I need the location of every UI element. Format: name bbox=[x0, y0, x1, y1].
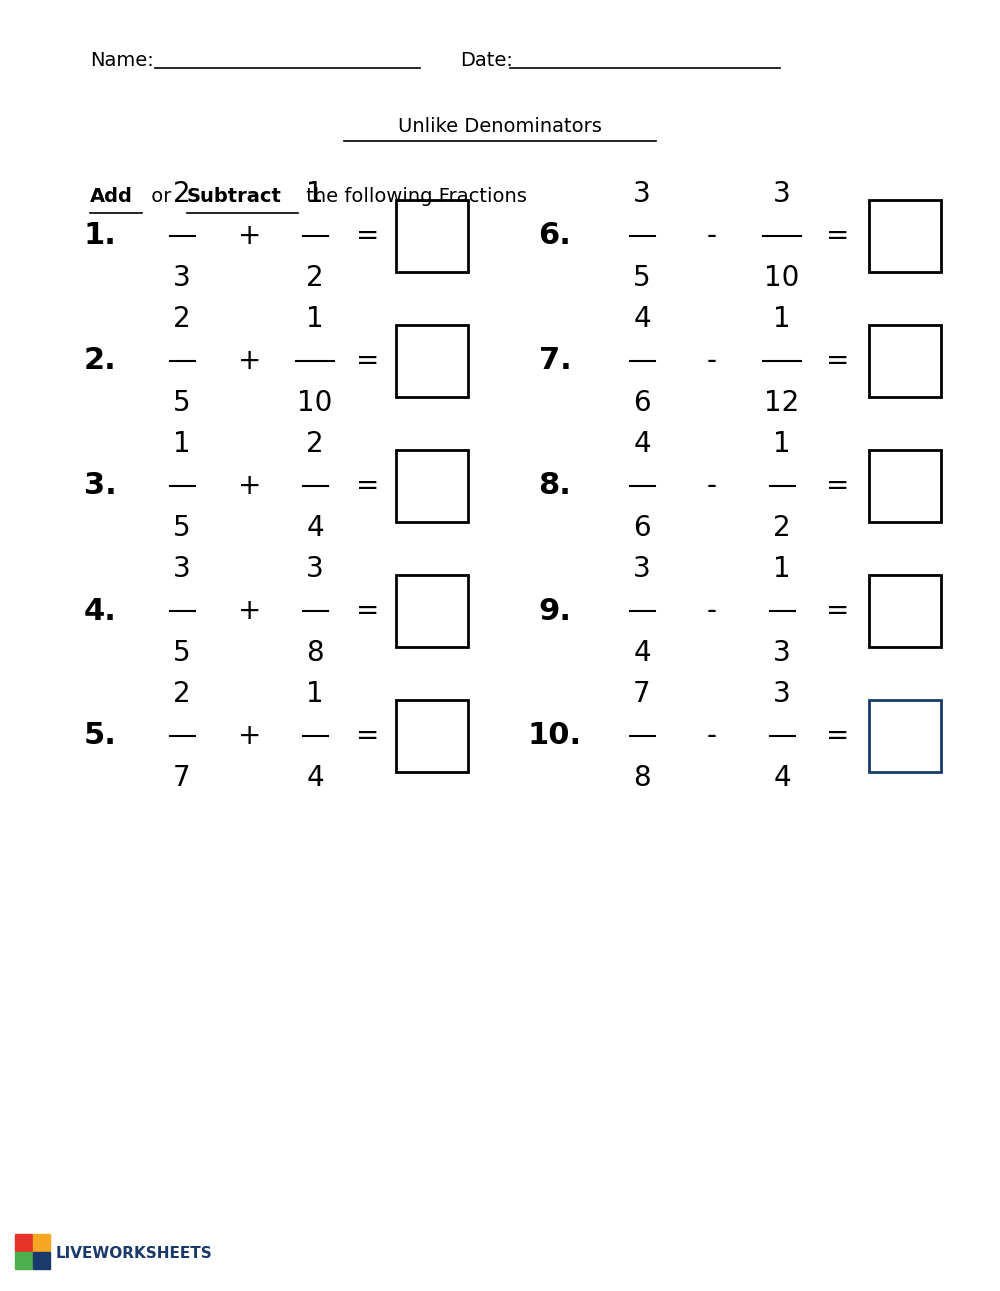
Text: -: - bbox=[707, 347, 717, 374]
Text: 2: 2 bbox=[306, 263, 324, 292]
Text: 2.: 2. bbox=[84, 346, 116, 376]
Text: =: = bbox=[826, 222, 850, 250]
Text: 6: 6 bbox=[633, 389, 651, 417]
Text: =: = bbox=[356, 222, 380, 250]
Bar bbox=[33, 1252, 50, 1269]
Text: =: = bbox=[826, 347, 850, 374]
Text: 5.: 5. bbox=[84, 722, 116, 750]
Text: Subtract: Subtract bbox=[187, 186, 282, 205]
Text: 9.: 9. bbox=[538, 596, 572, 626]
Text: 5: 5 bbox=[173, 639, 191, 667]
Text: 3: 3 bbox=[633, 179, 651, 208]
Text: =: = bbox=[826, 596, 850, 625]
FancyBboxPatch shape bbox=[396, 700, 468, 772]
Text: LIVEWORKSHEETS: LIVEWORKSHEETS bbox=[56, 1246, 213, 1261]
Text: 10.: 10. bbox=[528, 722, 582, 750]
Text: 7.: 7. bbox=[539, 346, 571, 376]
Text: 4: 4 bbox=[633, 430, 651, 458]
Text: +: + bbox=[238, 222, 262, 250]
Text: -: - bbox=[707, 473, 717, 500]
FancyBboxPatch shape bbox=[396, 200, 468, 272]
Text: 1: 1 bbox=[173, 430, 191, 458]
Text: Add: Add bbox=[90, 186, 133, 205]
Text: -: - bbox=[707, 222, 717, 250]
Text: 8: 8 bbox=[633, 764, 651, 791]
Text: 2: 2 bbox=[173, 680, 191, 707]
Text: =: = bbox=[826, 722, 850, 750]
Text: 1: 1 bbox=[773, 430, 791, 458]
Text: 7: 7 bbox=[173, 764, 191, 791]
Text: 2: 2 bbox=[773, 514, 791, 542]
Text: 4: 4 bbox=[773, 764, 791, 791]
Text: 1.: 1. bbox=[84, 222, 116, 250]
Text: 7: 7 bbox=[633, 680, 651, 707]
Text: =: = bbox=[356, 347, 380, 374]
Text: -: - bbox=[707, 596, 717, 625]
Text: Date:: Date: bbox=[460, 52, 513, 71]
Text: =: = bbox=[356, 596, 380, 625]
Text: 5: 5 bbox=[633, 263, 651, 292]
Text: 3: 3 bbox=[306, 555, 324, 584]
Text: 4: 4 bbox=[633, 639, 651, 667]
Bar bbox=[15, 1252, 32, 1269]
Text: 12: 12 bbox=[764, 389, 800, 417]
Text: +: + bbox=[238, 473, 262, 500]
Text: =: = bbox=[356, 473, 380, 500]
Text: 1: 1 bbox=[306, 305, 324, 333]
Text: or: or bbox=[145, 186, 178, 205]
Text: 6.: 6. bbox=[539, 222, 571, 250]
Text: 4: 4 bbox=[633, 305, 651, 333]
Text: 4.: 4. bbox=[84, 596, 116, 626]
Text: 3: 3 bbox=[173, 555, 191, 584]
FancyBboxPatch shape bbox=[869, 325, 941, 398]
Text: 10: 10 bbox=[297, 389, 333, 417]
Text: 1: 1 bbox=[773, 305, 791, 333]
Text: +: + bbox=[238, 347, 262, 374]
Text: 3: 3 bbox=[773, 680, 791, 707]
Text: 3: 3 bbox=[633, 555, 651, 584]
Text: 1: 1 bbox=[306, 680, 324, 707]
Text: Unlike Denominators: Unlike Denominators bbox=[398, 116, 602, 136]
Text: 4: 4 bbox=[306, 764, 324, 791]
Text: 2: 2 bbox=[173, 305, 191, 333]
Text: 1: 1 bbox=[773, 555, 791, 584]
Text: 1: 1 bbox=[306, 179, 324, 208]
FancyBboxPatch shape bbox=[396, 325, 468, 398]
Text: the following Fractions: the following Fractions bbox=[300, 186, 527, 205]
Text: 2: 2 bbox=[306, 430, 324, 458]
Text: 3.: 3. bbox=[84, 471, 116, 501]
Bar bbox=[33, 1234, 50, 1251]
Text: 6: 6 bbox=[633, 514, 651, 542]
Text: =: = bbox=[826, 473, 850, 500]
FancyBboxPatch shape bbox=[869, 574, 941, 647]
FancyBboxPatch shape bbox=[396, 574, 468, 647]
Text: 4: 4 bbox=[306, 514, 324, 542]
FancyBboxPatch shape bbox=[869, 700, 941, 772]
Text: -: - bbox=[707, 722, 717, 750]
Text: 10: 10 bbox=[764, 263, 800, 292]
FancyBboxPatch shape bbox=[869, 451, 941, 522]
Text: 5: 5 bbox=[173, 514, 191, 542]
Text: 5: 5 bbox=[173, 389, 191, 417]
Text: 2: 2 bbox=[173, 179, 191, 208]
Text: 8.: 8. bbox=[539, 471, 571, 501]
Text: 8: 8 bbox=[306, 639, 324, 667]
Text: 3: 3 bbox=[173, 263, 191, 292]
Bar bbox=[15, 1234, 32, 1251]
Text: +: + bbox=[238, 722, 262, 750]
Text: 3: 3 bbox=[773, 639, 791, 667]
FancyBboxPatch shape bbox=[869, 200, 941, 272]
FancyBboxPatch shape bbox=[396, 451, 468, 522]
Text: Name:: Name: bbox=[90, 52, 154, 71]
Text: 3: 3 bbox=[773, 179, 791, 208]
Text: =: = bbox=[356, 722, 380, 750]
Text: +: + bbox=[238, 596, 262, 625]
